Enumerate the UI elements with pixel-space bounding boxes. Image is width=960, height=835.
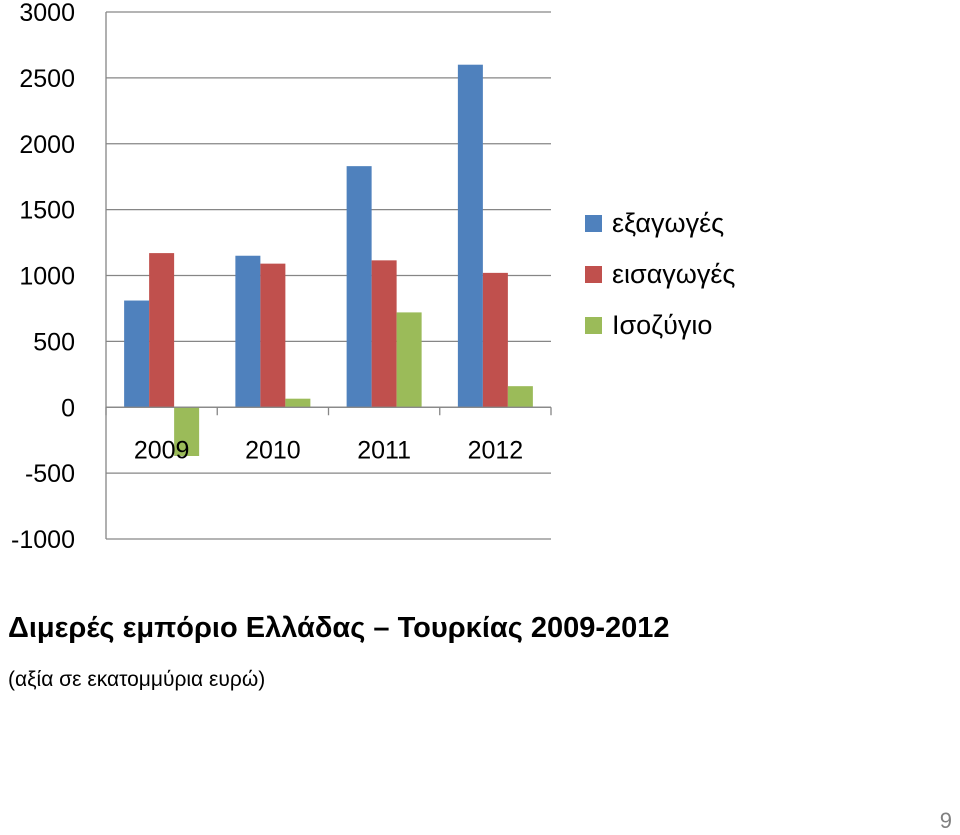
axes <box>105 12 552 539</box>
legend-label: Ισοζύγιο <box>612 310 712 340</box>
legend-swatch <box>585 215 602 232</box>
y-axis-tick-labels: 3000 2500 2000 1500 1000 500 0 -500 -1000 <box>11 0 75 554</box>
bar-2012-series-2 <box>482 272 508 408</box>
chart-caption-title: Διμερές εμπόριο Ελλάδας – Τουρκίας 2009-… <box>8 612 670 644</box>
legend: εξαγωγές εισαγωγές Ισοζύγιο <box>585 208 735 340</box>
bar-2011-series-1 <box>346 166 372 408</box>
legend-swatch <box>585 266 602 283</box>
legend-swatch <box>585 317 602 334</box>
bar-2009-series-3 <box>174 407 200 456</box>
category-label: 2009 <box>134 436 190 464</box>
y-tick-label: 3000 <box>19 0 75 27</box>
bar-2009-series-2 <box>149 253 175 408</box>
bar-2009-series-1 <box>124 300 150 408</box>
y-tick-label: 0 <box>61 394 75 422</box>
y-tick-label: -500 <box>25 460 75 488</box>
bar-2010-series-2 <box>260 263 286 408</box>
y-tick-label: 2500 <box>19 65 75 93</box>
bar-2011-series-2 <box>371 260 397 408</box>
category-label: 2010 <box>245 436 301 464</box>
legend-label: εισαγωγές <box>612 259 735 289</box>
bar-2010-series-1 <box>235 255 261 408</box>
bar-2012-series-1 <box>457 64 483 408</box>
bar-2011-series-3 <box>396 312 422 408</box>
bars <box>124 64 533 456</box>
y-tick-label: 1000 <box>19 263 75 291</box>
category-label: 2011 <box>357 436 411 464</box>
x-axis-category-labels: 2009 2010 2011 2012 <box>134 436 523 464</box>
chart-caption-subtitle: (αξία σε εκατομμύρια ευρώ) <box>8 668 266 691</box>
y-tick-label: 500 <box>33 328 75 356</box>
category-label: 2012 <box>468 436 524 464</box>
page-number: 9 <box>939 808 952 833</box>
y-tick-label: 2000 <box>19 131 75 159</box>
bar-2010-series-3 <box>285 398 311 408</box>
legend-label: εξαγωγές <box>612 208 724 238</box>
y-tick-label: -1000 <box>11 526 75 554</box>
bar-2012-series-3 <box>507 386 533 408</box>
y-tick-label: 1500 <box>19 197 75 225</box>
